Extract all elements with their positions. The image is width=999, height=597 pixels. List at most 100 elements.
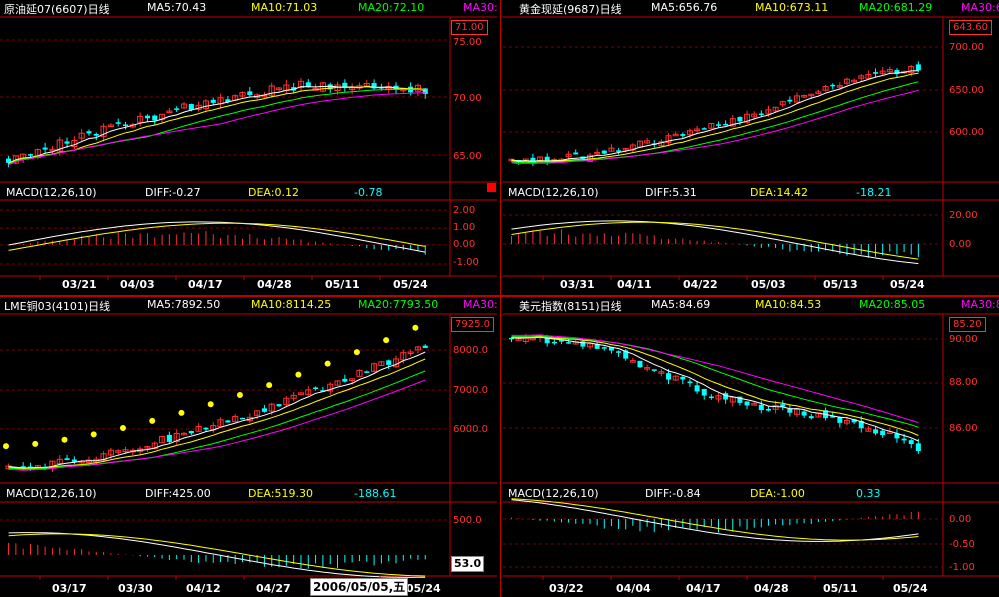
candle-body-up	[751, 403, 758, 406]
macd-diff-line	[8, 221, 426, 253]
candle-body-down	[188, 430, 194, 434]
candle-body-up	[644, 140, 651, 144]
date-label: 03/21	[62, 278, 97, 291]
date-label: 03/22	[549, 582, 584, 595]
date-label: 04/22	[683, 278, 718, 291]
candle-body-down	[787, 408, 793, 413]
candle-body-down	[608, 347, 614, 351]
candle-body-down	[687, 381, 693, 384]
candle-body-up	[327, 383, 334, 392]
candle-body-up	[879, 70, 886, 74]
sar-dot	[353, 349, 360, 356]
candle-body-down	[115, 122, 121, 124]
candle-body-up	[822, 86, 829, 91]
ma-line	[511, 336, 919, 436]
macd-dea-line	[8, 533, 426, 577]
candle-body-up	[268, 85, 275, 96]
candle-body-up	[78, 132, 85, 139]
candle-body-up	[779, 101, 786, 106]
candle-body-down	[544, 156, 550, 162]
date-label: 03/30	[118, 582, 153, 595]
candle-body-down	[327, 84, 333, 90]
vertical-divider-line	[500, 0, 501, 597]
sar-dot	[90, 431, 97, 438]
candle-body-up	[232, 415, 239, 423]
candle-body-down	[680, 134, 686, 136]
candle-body-down	[915, 443, 921, 451]
candle-body-down	[551, 341, 557, 344]
candle-body-up	[772, 405, 779, 410]
candle-body-down	[422, 88, 428, 94]
candle-body-down	[780, 404, 786, 407]
candle-body-up	[202, 100, 209, 109]
candle-body-up	[694, 128, 701, 132]
price-chart[interactable]	[503, 0, 999, 293]
candle-body-up	[843, 419, 850, 424]
candle-body-down	[276, 404, 282, 407]
panel-header: 原油延07(6607)日线 MA5:70.43 MA10:71.03 MA20:…	[0, 0, 497, 16]
candle-body-up	[729, 118, 736, 127]
candle-body-down	[573, 152, 579, 155]
candle-body-down	[623, 350, 629, 359]
ma-line	[8, 88, 426, 165]
candle-body-down	[386, 360, 392, 365]
candle-body-down	[915, 64, 921, 71]
candle-body-down	[880, 430, 886, 436]
candle-body-up	[173, 433, 180, 442]
sar-dot	[412, 324, 419, 331]
price-chart[interactable]	[0, 297, 497, 597]
panel-copper[interactable]: LME铜03(4101)日线 MA5:7892.50 MA10:8114.25 …	[0, 297, 497, 597]
sar-dot	[324, 360, 331, 367]
candle-body-up	[166, 110, 173, 114]
candle-body-down	[364, 371, 370, 373]
candle-body-up	[708, 122, 715, 129]
candle-body-down	[64, 141, 70, 144]
sar-dot	[236, 391, 243, 398]
price-chart[interactable]	[0, 0, 497, 293]
value-tooltip: 53.0	[451, 556, 485, 572]
candle-body-down	[558, 340, 564, 342]
sar-dot	[3, 443, 9, 450]
candle-body-down	[666, 373, 672, 380]
instrument-title: LME铜03(4101)日线	[4, 300, 111, 313]
ma30-value: MA30:6	[961, 1, 999, 14]
candle-body-down	[239, 417, 246, 420]
panel-usd-index[interactable]: 美元指数(8151)日线 MA5:84.69 MA10:84.53 MA20:8…	[503, 297, 999, 597]
price-tick: 90.00	[949, 334, 978, 345]
candle-body-down	[808, 416, 814, 419]
candle-body-down	[701, 128, 707, 130]
ma5-value: MA5:70.43	[147, 1, 207, 14]
candle-body-down	[342, 82, 348, 88]
candle-body-up	[622, 147, 629, 151]
candle-body-down	[291, 87, 297, 91]
candle-body-up	[565, 153, 572, 158]
instrument-title: 黄金现延(9687)日线	[519, 3, 622, 16]
date-label: 05/11	[823, 582, 858, 595]
sar-dot	[61, 436, 68, 443]
macd-tick: 0.00	[453, 239, 476, 250]
candle-body-up	[275, 87, 283, 90]
macd-dea: DEA:519.30	[248, 487, 313, 500]
candle-body-down	[637, 360, 643, 368]
candle-body-down	[422, 345, 428, 348]
macd-tick: 0.00	[949, 514, 972, 525]
price-chart[interactable]	[503, 297, 999, 597]
candle-body-up	[858, 75, 865, 79]
candle-body-up	[686, 130, 693, 136]
macd-diff-line	[8, 532, 426, 578]
candle-body-up	[414, 346, 421, 351]
candle-body-down	[566, 342, 572, 344]
macd-tick: 0.00	[949, 239, 972, 250]
candle-body-up	[180, 103, 188, 109]
candle-body-down	[616, 150, 622, 152]
candle-body-up	[217, 419, 224, 428]
candle-body-down	[894, 433, 900, 439]
macd-tick: 20.00	[949, 210, 978, 221]
ma5-value: MA5:84.69	[651, 298, 711, 311]
panel-crude[interactable]: 原油延07(6607)日线 MA5:70.43 MA10:71.03 MA20:…	[0, 0, 497, 293]
candle-body-up	[371, 363, 378, 372]
panel-gold[interactable]: 黄金现延(9687)日线 MA5:656.76 MA10:673.11 MA20…	[503, 0, 999, 293]
candle-body-up	[908, 65, 915, 73]
macd-dea-line	[8, 222, 426, 251]
candle-body-up	[808, 93, 815, 97]
